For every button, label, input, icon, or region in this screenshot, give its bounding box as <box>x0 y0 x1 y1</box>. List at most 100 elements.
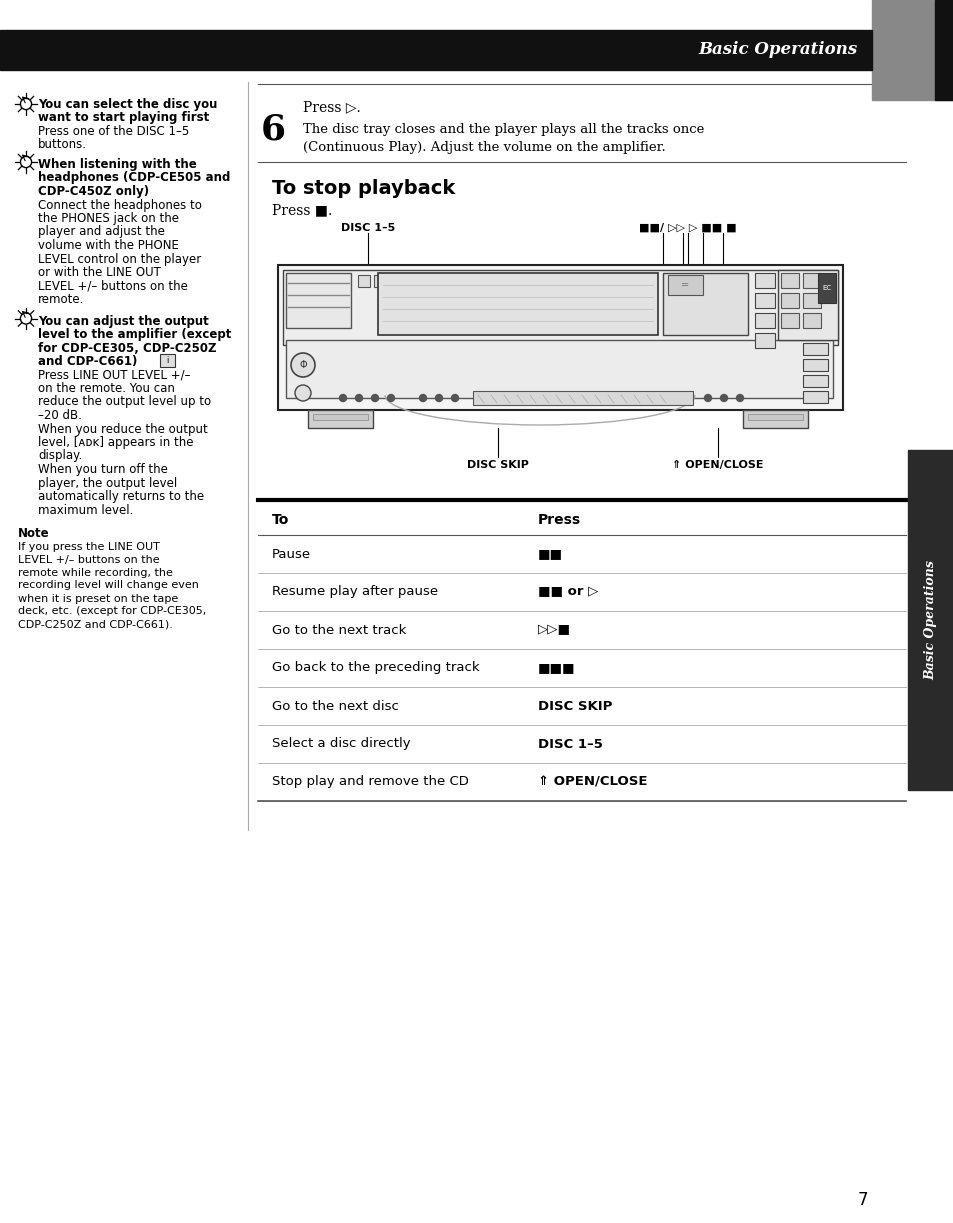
Circle shape <box>736 395 742 401</box>
Text: display.: display. <box>38 450 82 462</box>
Text: You can adjust the output: You can adjust the output <box>38 314 209 328</box>
Text: Basic Operations: Basic Operations <box>923 560 937 680</box>
Circle shape <box>419 395 426 401</box>
Text: want to start playing first: want to start playing first <box>38 111 209 125</box>
Bar <box>667 275 702 295</box>
Text: –20 dB.: –20 dB. <box>38 408 82 422</box>
Bar <box>662 273 747 335</box>
Bar <box>286 340 832 397</box>
Text: automatically returns to the: automatically returns to the <box>38 490 204 503</box>
Bar <box>754 313 774 328</box>
Text: You can select the disc you: You can select the disc you <box>38 98 217 111</box>
Text: ▷▷■: ▷▷■ <box>537 624 571 636</box>
Bar <box>473 391 692 405</box>
Bar <box>871 0 953 100</box>
Text: maximum level.: maximum level. <box>38 504 133 516</box>
Text: ■■/ ▷▷ ▷ ■■ ■: ■■/ ▷▷ ▷ ■■ ■ <box>639 223 736 234</box>
Bar <box>817 273 835 303</box>
Circle shape <box>435 395 442 401</box>
Text: Go back to the preceding track: Go back to the preceding track <box>272 662 479 675</box>
Text: Select a disc directly: Select a disc directly <box>272 737 410 751</box>
Text: DISC SKIP: DISC SKIP <box>467 460 528 470</box>
Text: player, the output level: player, the output level <box>38 477 177 489</box>
Text: ⇑ OPEN/CLOSE: ⇑ OPEN/CLOSE <box>537 775 647 789</box>
Circle shape <box>20 157 31 168</box>
Text: remote while recording, the: remote while recording, the <box>18 567 172 577</box>
Bar <box>390 275 401 287</box>
Text: 6: 6 <box>260 113 285 147</box>
Circle shape <box>339 395 346 401</box>
Text: =: = <box>680 280 688 290</box>
Bar <box>802 342 827 355</box>
Bar <box>907 450 953 790</box>
Text: Press one of the DISC 1–5: Press one of the DISC 1–5 <box>38 125 189 138</box>
Text: Go to the next track: Go to the next track <box>272 624 406 636</box>
Text: Basic Operations: Basic Operations <box>698 42 857 59</box>
Bar <box>283 270 837 345</box>
Bar <box>778 270 837 340</box>
Text: CDP-C450Z only): CDP-C450Z only) <box>38 185 149 198</box>
Text: To: To <box>272 512 289 527</box>
Bar <box>754 333 774 349</box>
Text: If you press the LINE OUT: If you press the LINE OUT <box>18 542 160 552</box>
Bar <box>754 294 774 308</box>
Text: Press ▷.: Press ▷. <box>303 100 360 114</box>
Text: To stop playback: To stop playback <box>272 179 455 197</box>
Bar <box>781 273 799 287</box>
Bar <box>160 353 174 367</box>
Bar <box>308 410 373 428</box>
Text: 7: 7 <box>857 1191 867 1210</box>
Text: Φ: Φ <box>299 360 307 371</box>
Text: LEVEL +/– buttons on the: LEVEL +/– buttons on the <box>38 280 188 292</box>
Text: (Continuous Play). Adjust the volume on the amplifier.: (Continuous Play). Adjust the volume on … <box>303 142 665 154</box>
Text: or with the LINE OUT: or with the LINE OUT <box>38 265 161 279</box>
Text: When you turn off the: When you turn off the <box>38 464 168 476</box>
Bar <box>747 415 802 419</box>
Text: DISC 1–5: DISC 1–5 <box>537 737 602 751</box>
Bar <box>802 273 821 287</box>
Circle shape <box>294 385 311 401</box>
Text: the PHONES jack on the: the PHONES jack on the <box>38 212 179 225</box>
Text: recording level will change even: recording level will change even <box>18 581 198 591</box>
Circle shape <box>703 395 711 401</box>
Bar <box>357 275 370 287</box>
Text: Press: Press <box>537 512 580 527</box>
Bar <box>934 0 953 100</box>
Bar <box>802 313 821 328</box>
Text: buttons.: buttons. <box>38 138 87 152</box>
Bar <box>277 265 842 410</box>
Text: Stop play and remove the CD: Stop play and remove the CD <box>272 775 468 789</box>
Text: when it is preset on the tape: when it is preset on the tape <box>18 593 178 603</box>
Text: Press ■.: Press ■. <box>272 203 332 216</box>
Bar <box>742 410 807 428</box>
Text: Connect the headphones to: Connect the headphones to <box>38 198 202 212</box>
Text: ■■■: ■■■ <box>537 662 575 675</box>
Bar <box>374 275 386 287</box>
Text: Pause: Pause <box>272 548 311 560</box>
Text: Press LINE OUT LEVEL +/–: Press LINE OUT LEVEL +/– <box>38 368 191 382</box>
Circle shape <box>355 395 362 401</box>
Text: DISC 1–5: DISC 1–5 <box>340 223 395 234</box>
Circle shape <box>720 395 727 401</box>
Bar <box>754 273 774 287</box>
Text: level, [ᴀᴅᴋ] appears in the: level, [ᴀᴅᴋ] appears in the <box>38 437 193 449</box>
Text: remote.: remote. <box>38 294 84 306</box>
Text: level to the amplifier (except: level to the amplifier (except <box>38 328 232 341</box>
Bar <box>781 294 799 308</box>
Bar <box>313 415 368 419</box>
Circle shape <box>387 395 395 401</box>
Text: player and adjust the: player and adjust the <box>38 225 165 238</box>
Text: headphones (CDP-CE505 and: headphones (CDP-CE505 and <box>38 171 230 185</box>
Bar <box>286 273 351 328</box>
Text: CDP-C250Z and CDP-C661).: CDP-C250Z and CDP-C661). <box>18 620 172 630</box>
Text: Note: Note <box>18 527 50 541</box>
Text: Resume play after pause: Resume play after pause <box>272 586 437 598</box>
Text: deck, etc. (except for CDP-CE305,: deck, etc. (except for CDP-CE305, <box>18 607 206 616</box>
Bar <box>377 273 658 335</box>
Circle shape <box>291 353 314 377</box>
Bar <box>781 313 799 328</box>
Text: When you reduce the output: When you reduce the output <box>38 422 208 435</box>
Circle shape <box>451 395 458 401</box>
Text: ■■ or ▷: ■■ or ▷ <box>537 586 598 598</box>
Circle shape <box>20 313 31 324</box>
